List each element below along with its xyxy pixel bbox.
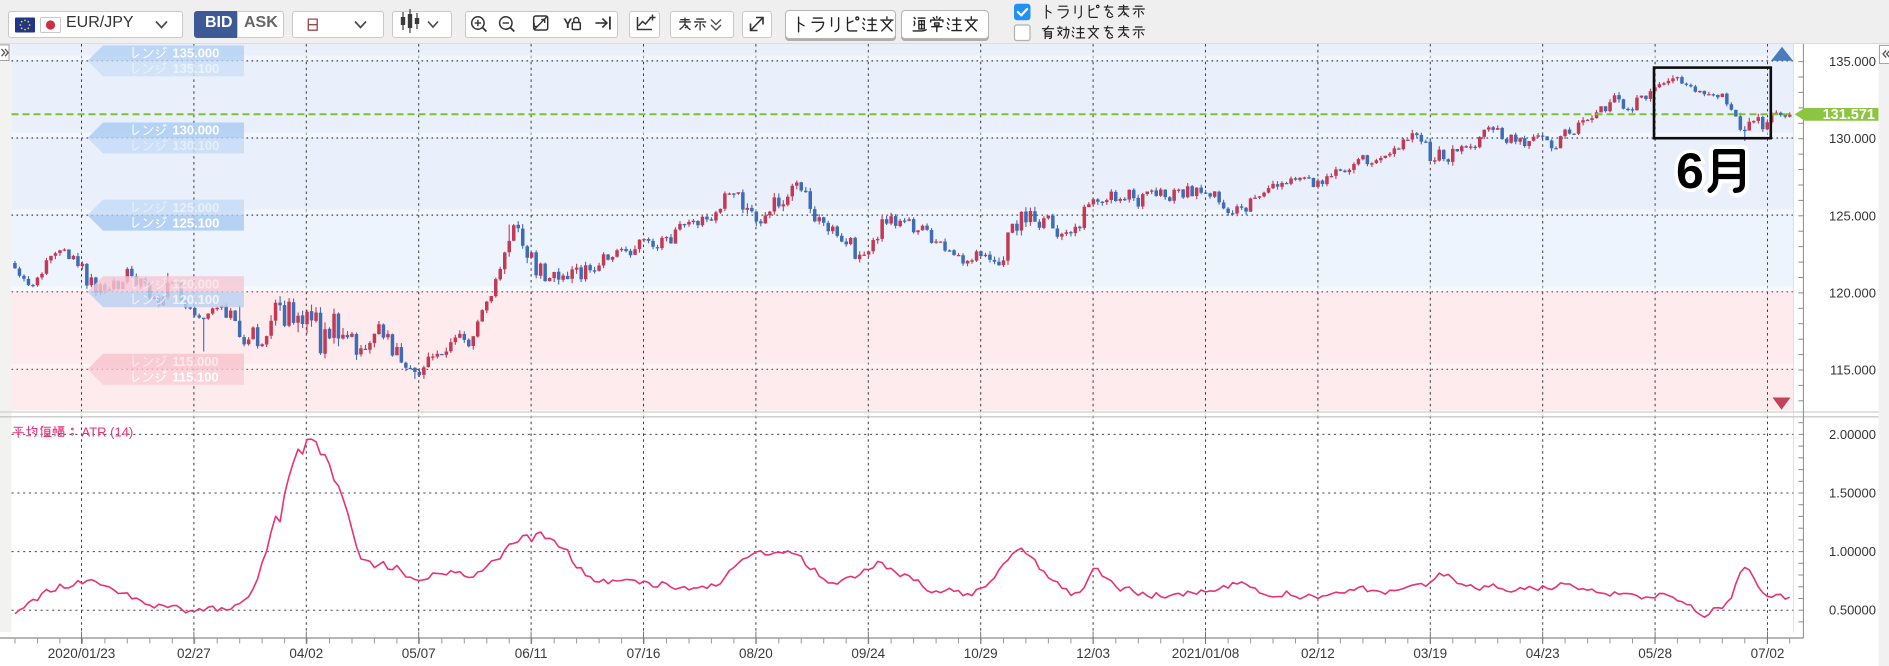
svg-text:135.000: 135.000 <box>172 46 219 61</box>
svg-text:03/19: 03/19 <box>1413 646 1447 661</box>
svg-text:09/24: 09/24 <box>851 646 885 661</box>
svg-text:12/03: 12/03 <box>1076 646 1110 661</box>
svg-text:2020/01/23: 2020/01/23 <box>48 646 116 661</box>
svg-text:1.50000: 1.50000 <box>1829 486 1876 501</box>
svg-text:115.000: 115.000 <box>1830 363 1876 378</box>
svg-text:10/29: 10/29 <box>964 646 998 661</box>
svg-text:2021/01/08: 2021/01/08 <box>1172 646 1240 661</box>
svg-text:125.100: 125.100 <box>172 215 219 230</box>
svg-text:Y: Y <box>563 16 572 31</box>
svg-text:6: 6 <box>1676 143 1704 199</box>
svg-text:07/02: 07/02 <box>1751 646 1785 661</box>
svg-text:125.000: 125.000 <box>1829 208 1876 223</box>
svg-text:120.000: 120.000 <box>1829 285 1876 300</box>
svg-text:04/02: 04/02 <box>289 646 323 661</box>
svg-text:125.000: 125.000 <box>172 200 219 215</box>
svg-text:131.571: 131.571 <box>1823 107 1875 123</box>
svg-text:08/20: 08/20 <box>739 646 773 661</box>
svg-text:ATR (14): ATR (14) <box>82 424 134 439</box>
svg-text:115.000: 115.000 <box>172 354 218 369</box>
svg-text:2.00000: 2.00000 <box>1829 427 1876 442</box>
svg-text:130.000: 130.000 <box>1829 131 1876 146</box>
svg-text:120.100: 120.100 <box>172 292 219 307</box>
svg-text:02/12: 02/12 <box>1301 646 1335 661</box>
svg-text:05/28: 05/28 <box>1638 646 1672 661</box>
svg-text:135.000: 135.000 <box>1829 54 1876 69</box>
svg-text:02/27: 02/27 <box>177 646 211 661</box>
svg-text:115.100: 115.100 <box>172 370 218 385</box>
svg-text:1.00000: 1.00000 <box>1829 544 1876 559</box>
svg-text:120.000: 120.000 <box>172 277 219 292</box>
svg-text:04/23: 04/23 <box>1526 646 1560 661</box>
svg-text:06/11: 06/11 <box>515 646 548 661</box>
svg-text:130.000: 130.000 <box>172 123 219 138</box>
svg-text:130.100: 130.100 <box>172 138 219 153</box>
svg-text:0.50000: 0.50000 <box>1829 603 1876 618</box>
svg-text:07/16: 07/16 <box>627 646 661 661</box>
svg-text:135.100: 135.100 <box>172 61 219 76</box>
svg-text:05/07: 05/07 <box>402 646 436 661</box>
